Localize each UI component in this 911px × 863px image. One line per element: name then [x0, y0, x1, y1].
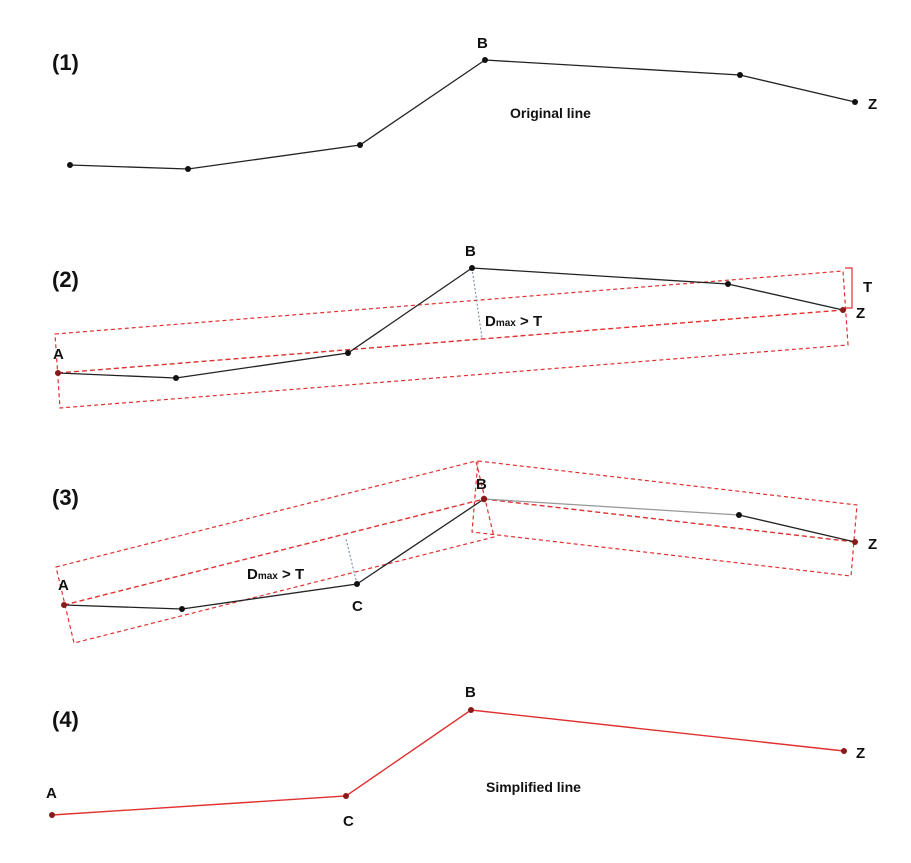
dmax-distance-line	[471, 267, 483, 339]
point-label-z: Z	[868, 536, 877, 553]
vertex	[179, 606, 185, 612]
line-panel-3-b-mid	[483, 498, 740, 516]
simplified-line	[51, 709, 845, 816]
tolerance-band-a-b	[55, 460, 495, 644]
dmax-label: Dmax > T	[485, 313, 542, 330]
tolerance-label: T	[863, 279, 872, 296]
vertex-a	[49, 812, 55, 818]
line-panel-3-mid-z	[738, 514, 856, 543]
vertex-z	[852, 99, 858, 105]
panel-2: (2) A B Z T Dmax > T	[52, 243, 872, 409]
point-label-a: A	[58, 577, 69, 594]
tolerance-bracket	[845, 267, 853, 309]
vertex-b	[480, 495, 488, 503]
vertex-z	[852, 539, 858, 545]
vertex	[736, 512, 742, 518]
panel-4-number: (4)	[52, 707, 79, 732]
vertex	[357, 142, 363, 148]
baseline-a-b	[63, 498, 485, 606]
point-label-b: B	[477, 35, 488, 52]
point-label-a: A	[46, 785, 57, 802]
panel-4: (4) A B C Z Simplified line	[46, 684, 865, 830]
vertex-b	[469, 265, 475, 271]
vertex-a	[61, 602, 67, 608]
vertex	[725, 281, 731, 287]
vertex	[67, 162, 73, 168]
vertex	[737, 72, 743, 78]
dmax-distance-line	[345, 538, 358, 585]
dmax-label: Dmax > T	[247, 566, 304, 583]
line-panel-3-a-b	[63, 498, 485, 610]
tolerance-band	[54, 270, 849, 409]
vertex-b	[482, 57, 488, 63]
vertex-b	[468, 707, 474, 713]
point-label-b: B	[465, 243, 476, 260]
baseline-a-z	[57, 309, 844, 374]
point-label-z: Z	[856, 745, 865, 762]
vertex	[173, 375, 179, 381]
panel-3: (3) A B C Z Dmax > T	[52, 460, 877, 644]
vertex-c	[354, 581, 360, 587]
point-label-a: A	[53, 346, 64, 363]
vertex-a	[55, 370, 61, 376]
panel-1: (1) B Z Original line	[52, 35, 877, 172]
caption-simplified-line: Simplified line	[486, 779, 581, 795]
point-label-b: B	[465, 684, 476, 701]
caption-original-line: Original line	[510, 105, 591, 121]
panel-2-number: (2)	[52, 267, 79, 292]
point-label-c: C	[352, 598, 363, 615]
original-line	[69, 59, 856, 170]
vertex	[185, 166, 191, 172]
point-label-z: Z	[856, 305, 865, 322]
vertex-z	[840, 307, 846, 313]
point-label-c: C	[343, 813, 354, 830]
vertex-z	[841, 748, 847, 754]
vertex	[345, 350, 351, 356]
point-label-z: Z	[868, 96, 877, 113]
point-label-b: B	[476, 476, 487, 493]
line-panel-2	[57, 267, 844, 379]
panel-1-number: (1)	[52, 50, 79, 75]
baseline-b-z	[483, 498, 856, 543]
tolerance-band-b-z	[471, 460, 858, 577]
panel-3-number: (3)	[52, 485, 79, 510]
vertex-c	[343, 793, 349, 799]
